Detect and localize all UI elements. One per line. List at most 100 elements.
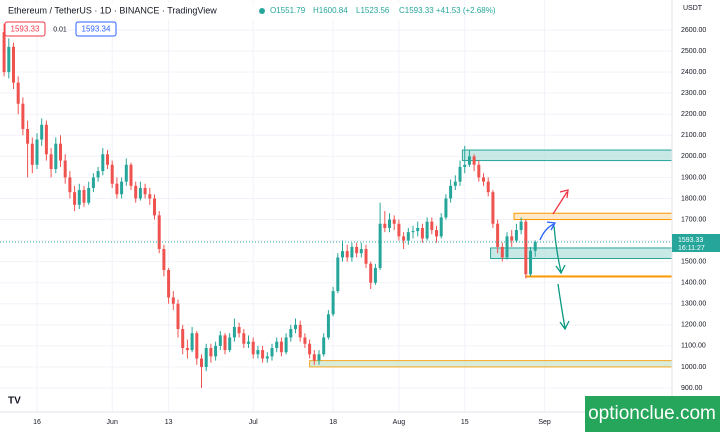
candle-body (91, 177, 95, 188)
arrow (557, 283, 566, 329)
candle-body (185, 347, 189, 351)
status-dot (259, 8, 265, 14)
y-tick-label: 2100.00 (681, 132, 706, 139)
x-tick-label: 13 (165, 419, 173, 426)
candle-body (524, 221, 528, 275)
candle-body (378, 223, 382, 268)
sell-button[interactable] (4, 21, 46, 37)
candle-body (171, 297, 175, 304)
candle-body (138, 187, 142, 199)
candle-body (458, 166, 462, 182)
candle-body (294, 324, 298, 330)
buy-button[interactable] (75, 21, 117, 37)
candle-body (383, 223, 387, 228)
candle-body (54, 143, 58, 169)
last-price-tag (672, 233, 720, 252)
zone (490, 247, 673, 259)
y-tick-label: 2300.00 (681, 90, 706, 97)
candle-body (397, 223, 401, 237)
candle-body (510, 236, 514, 241)
candle-body (331, 291, 335, 315)
candle-body (223, 335, 227, 351)
candle-body (242, 333, 246, 344)
x-tick-label: 16 (33, 419, 41, 426)
candle-body (486, 181, 490, 193)
candle-body (73, 192, 77, 205)
candle-body (406, 232, 410, 241)
sell-price[interactable]: 1593.33 (11, 25, 40, 34)
candle-body (101, 154, 105, 172)
ohlc-open: O1551.79 (270, 6, 306, 15)
y-tick-label: 1700.00 (681, 216, 706, 223)
zone (309, 360, 673, 368)
candle-body (439, 217, 443, 237)
candle-body (364, 249, 368, 264)
candle-body (284, 337, 288, 353)
candle-body (228, 337, 232, 351)
candle-body (214, 345, 218, 357)
candle-body (40, 124, 44, 140)
candle-body (317, 354, 321, 361)
candle-body (467, 156, 471, 165)
candle-body (430, 221, 434, 231)
candle-body (152, 198, 156, 216)
candle-body (279, 341, 283, 353)
zone (461, 149, 673, 162)
candle-body (251, 341, 255, 355)
candle-body (232, 326, 236, 338)
candle-body (355, 246, 359, 254)
y-tick-label: 2600.00 (681, 27, 706, 34)
candle-body (2, 32, 6, 73)
ohlc-close: C1593.33 +41.53 (+2.68%) (399, 6, 496, 15)
candle-body (204, 347, 208, 367)
candle-body (359, 249, 363, 254)
zone (525, 275, 673, 278)
candle-body (237, 326, 241, 334)
candle-body (500, 246, 504, 258)
candle-body (425, 221, 429, 239)
candle-body (270, 347, 274, 357)
candle-body (21, 103, 25, 129)
candle-body (11, 46, 15, 83)
candle-body (176, 303, 180, 330)
buy-price[interactable]: 1593.34 (82, 25, 111, 34)
arrow (539, 223, 555, 241)
candle-body (256, 350, 260, 355)
candle-body (143, 187, 147, 195)
candle-body (218, 335, 222, 346)
header-bg (0, 2, 420, 20)
y-axis-label: USDT (683, 5, 703, 12)
candle-body (63, 160, 67, 178)
y-tick-label: 1100.00 (681, 343, 706, 350)
ohlc-low: L1523.56 (356, 6, 390, 15)
candle-body (157, 215, 161, 250)
candle-body (519, 221, 523, 231)
candle-body (491, 192, 495, 224)
arrow-head (559, 320, 570, 331)
candle-body (505, 236, 509, 258)
y-tick-label: 1200.00 (681, 322, 706, 329)
symbol-title: Ethereum / TetherUS · 1D · BINANCE · Tra… (8, 5, 217, 15)
candle-body (209, 347, 213, 357)
y-tick-label: 2000.00 (681, 153, 706, 160)
forecast-arrows (539, 189, 570, 331)
candle-body (44, 124, 48, 155)
logo: TV (8, 396, 21, 407)
candle-body (110, 164, 114, 184)
candle-body (162, 249, 166, 271)
arrow-head (559, 189, 569, 199)
y-tick-label: 1500.00 (681, 258, 706, 265)
candle-body (308, 343, 312, 355)
grid (0, 0, 672, 412)
candle-body (435, 230, 439, 237)
arrow-head (555, 264, 566, 275)
candle-body (322, 337, 326, 355)
candle-body (115, 183, 119, 195)
candle-body (134, 185, 138, 199)
candle-body (87, 187, 91, 203)
candle-body (392, 219, 396, 224)
candle-body (449, 185, 453, 199)
candles (0, 23, 672, 388)
candle-body (402, 236, 406, 241)
arrow (552, 191, 568, 215)
